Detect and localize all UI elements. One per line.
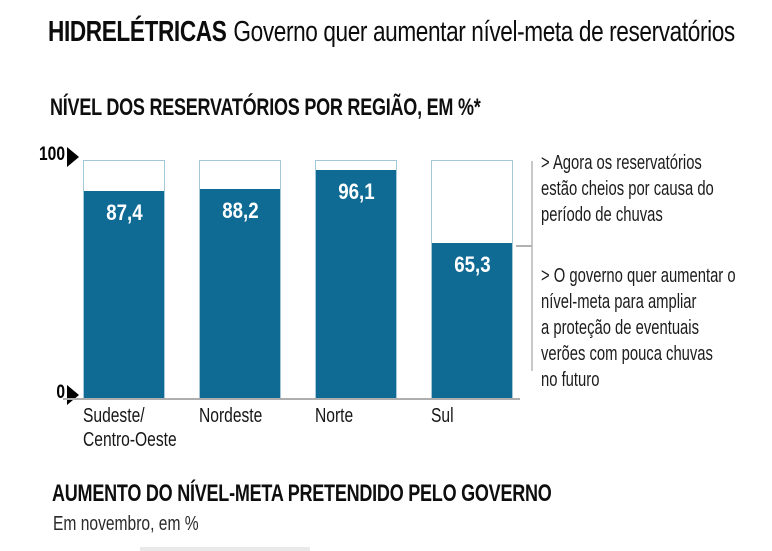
category-label: Sudeste/ Centro-Oeste <box>83 405 177 451</box>
category-label: Sul <box>431 405 454 427</box>
annotation-reservoirs-full: > Agora os reservatórios estão cheios po… <box>541 152 714 226</box>
x-axis-baseline <box>63 398 520 400</box>
cropped-content-artifact <box>140 547 310 551</box>
annotation-government-goal: > O governo quer aumentar o nível-meta p… <box>541 265 736 391</box>
category-label: Norte <box>315 405 354 427</box>
bar-value-label: 65,3 <box>453 252 491 277</box>
bar-fill: 96,1 <box>316 170 396 398</box>
y-axis-min-label: 0 <box>56 382 65 403</box>
bar-fill: 65,3 <box>432 243 512 398</box>
chart-section-title: NÍVEL DOS RESERVATÓRIOS POR REGIÃO, EM %… <box>50 94 481 121</box>
bar-value-label: 87,4 <box>105 200 143 225</box>
category-label: Nordeste <box>199 405 263 427</box>
y-axis-max-label: 100 <box>39 144 65 165</box>
bar-nordeste: 88,2 <box>199 160 281 399</box>
annotation-bracket-line <box>531 161 533 371</box>
footer-section-subtitle: Em novembro, em % <box>53 513 199 535</box>
bar-value-label: 96,1 <box>337 179 375 204</box>
headline-text: Governo quer aumentar nível-meta de rese… <box>233 16 735 48</box>
bar-sudeste-centro-oeste: 87,4 <box>83 160 165 399</box>
bar-sul: 65,3 <box>431 160 513 399</box>
axis-max-triangle-icon <box>67 147 79 167</box>
bar-norte: 96,1 <box>315 160 397 399</box>
headline-kicker: HIDRELÉTRICAS <box>48 16 227 48</box>
axis-min-triangle-icon <box>67 385 79 405</box>
bar-fill: 87,4 <box>84 191 164 398</box>
bar-fill: 88,2 <box>200 189 280 398</box>
sul-level-connector-line <box>516 245 532 247</box>
headline: HIDRELÉTRICAS Governo quer aumentar nível… <box>48 16 735 49</box>
footer-section-title: AUMENTO DO NÍVEL-META PRETENDIDO PELO GO… <box>52 480 552 507</box>
bar-value-label: 88,2 <box>221 198 259 223</box>
